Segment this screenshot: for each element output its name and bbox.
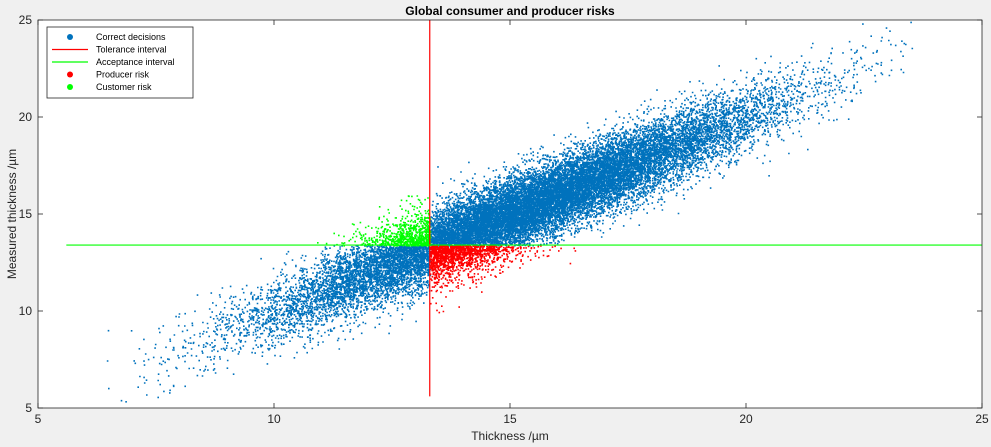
x-tick-label: 5 bbox=[35, 412, 42, 426]
x-tick-label: 15 bbox=[503, 412, 517, 426]
legend-marker-dot bbox=[67, 84, 73, 90]
y-axis-label: Measured thickness /µm bbox=[5, 149, 19, 279]
y-tick-label: 25 bbox=[19, 13, 33, 27]
legend: Correct decisions Tolerance interval Accep… bbox=[46, 26, 194, 99]
legend-label: Correct decisions bbox=[96, 32, 166, 42]
chart-title: Global consumer and producer risks bbox=[405, 4, 615, 18]
legend-marker-dot bbox=[67, 34, 73, 40]
y-tick-label: 5 bbox=[25, 401, 32, 415]
scatter-points bbox=[106, 21, 914, 403]
y-tick-label: 15 bbox=[19, 207, 33, 221]
producer-risk-points bbox=[429, 245, 577, 314]
legend-label: Tolerance interval bbox=[96, 45, 167, 55]
x-tick-label: 25 bbox=[975, 412, 989, 426]
legend-label: Customer risk bbox=[96, 82, 152, 92]
x-tick-label: 10 bbox=[267, 412, 281, 426]
y-tick-label: 20 bbox=[19, 110, 33, 124]
limit-lines bbox=[66, 20, 982, 397]
customer-risk-points bbox=[317, 195, 432, 247]
y-tick-label: 10 bbox=[19, 304, 33, 318]
x-tick-label: 20 bbox=[739, 412, 753, 426]
legend-label: Acceptance interval bbox=[96, 57, 175, 67]
correct-decision-points bbox=[106, 21, 914, 403]
axis-ticks: 5 10 15 20 25 5 10 15 20 25 bbox=[19, 13, 989, 426]
legend-label: Producer risk bbox=[96, 70, 150, 80]
x-axis-label: Thickness /µm bbox=[471, 429, 549, 443]
legend-marker-dot bbox=[67, 71, 73, 78]
